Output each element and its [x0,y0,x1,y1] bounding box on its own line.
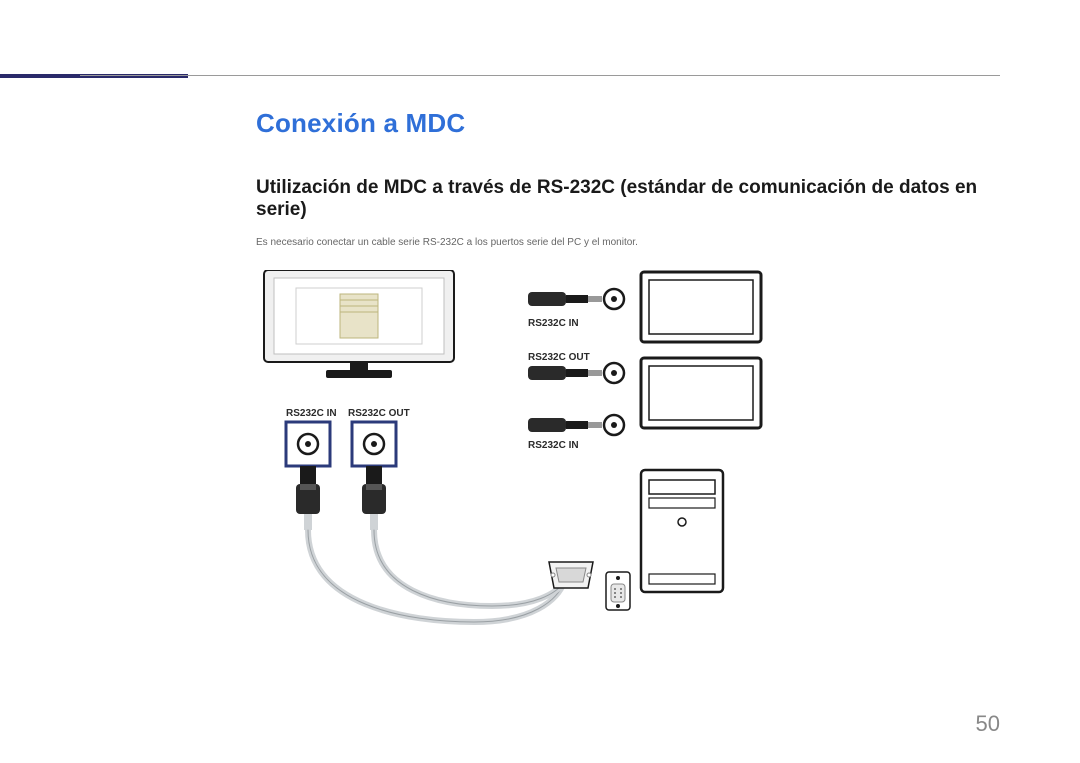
pc-tower-icon [606,470,723,610]
label-rs232c-in-mid-top: RS232C IN [528,318,579,329]
page-heading: Conexión a MDC [256,108,1000,139]
jack-mid-out-icon [528,363,624,383]
cable-left-out [374,530,564,606]
connection-diagram: RS232C IN RS232C OUT RS232C IN RS232C OU… [256,270,776,690]
jack-mid-bottom-icon [528,415,624,435]
port-rs232c-in-left-icon [286,422,330,466]
header-rule [80,75,1000,76]
port-rs232c-out-left-icon [352,422,396,466]
label-rs232c-in-mid-bottom: RS232C IN [528,440,579,451]
monitor-icon [264,270,454,378]
cable-left-in [308,530,564,622]
plug-left-out-icon [362,466,386,530]
display-top-icon [641,272,761,342]
jack-mid-top-icon [528,289,624,309]
section-subheading: Utilización de MDC a través de RS-232C (… [256,177,1000,221]
display-bottom-icon [641,358,761,428]
note-text: Es necesario conectar un cable serie RS-… [256,237,1000,248]
label-rs232c-out-mid: RS232C OUT [528,352,590,363]
label-rs232c-in-left: RS232C IN [286,408,337,419]
plug-left-in-icon [296,466,320,530]
label-rs232c-out-left: RS232C OUT [348,408,410,419]
diagram-svg [256,270,776,690]
db9-connector-icon [549,562,593,588]
page-number: 50 [976,711,1000,737]
